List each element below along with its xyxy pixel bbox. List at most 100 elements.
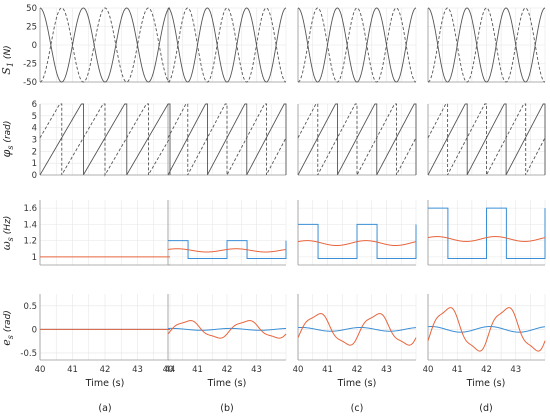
y-tick-label: 6 bbox=[32, 100, 37, 110]
ylabel-es-unit: (rad) bbox=[3, 310, 13, 332]
time-label-c: Time (s) bbox=[337, 378, 377, 389]
column-label-a: (a) bbox=[98, 403, 111, 414]
series-s1-dashed-2 bbox=[297, 7, 417, 83]
x-tick-label: 43 bbox=[510, 365, 521, 375]
x-tick-label: 43 bbox=[132, 365, 143, 375]
svg-text:es(rad): es (rad) bbox=[0, 310, 15, 346]
x-tick-label: 41 bbox=[452, 365, 463, 375]
ylabel-es: es (rad) bbox=[0, 310, 15, 346]
svg-text:φs(rad): φs (rad) bbox=[0, 121, 15, 158]
ylabel-phi-symbol: φ bbox=[0, 149, 13, 157]
series-omega-orange-2 bbox=[297, 240, 417, 246]
column-label-b: (b) bbox=[220, 403, 233, 414]
panel-S1-2 bbox=[297, 7, 417, 83]
panel-omega_s-0: 1.6 1.4 1.2 1 bbox=[23, 200, 171, 266]
panel-S1-1 bbox=[167, 7, 287, 83]
y-tick-label: 2 bbox=[32, 147, 37, 157]
ylabel-omega: ωs (Hz) bbox=[0, 216, 15, 251]
y-tick-label: 0 bbox=[32, 171, 37, 181]
ylabel-omega-unit: (Hz) bbox=[3, 216, 13, 235]
x-tick-label: 40 bbox=[163, 365, 174, 375]
x-tick-label: 41 bbox=[67, 365, 78, 375]
series-omega-orange-1 bbox=[167, 248, 287, 253]
series-s1-solid-0 bbox=[39, 7, 171, 83]
svg-text:ωs(Hz): ωs (Hz) bbox=[0, 216, 15, 251]
panel-e_s-1: 40 41 42 43 bbox=[163, 294, 287, 375]
y-tick-label: 1 bbox=[32, 159, 37, 169]
svg-text:S1(N): S1 (N) bbox=[0, 45, 15, 74]
column-label-d: (d) bbox=[479, 403, 492, 414]
series-s1-dashed-3 bbox=[427, 7, 546, 83]
x-tick-label: 42 bbox=[222, 365, 233, 375]
y-tick-label: 25 bbox=[26, 23, 37, 33]
y-tick-label: 0.5 bbox=[23, 302, 37, 312]
x-tick-label: 41 bbox=[192, 365, 203, 375]
ylabel-phi-unit: (rad) bbox=[3, 121, 13, 143]
ylabel-omega-sub: s bbox=[6, 237, 15, 241]
panel-phi_s-2 bbox=[297, 103, 417, 176]
panel-S1-3 bbox=[427, 7, 546, 83]
y-tick-label: 3 bbox=[32, 136, 37, 146]
x-tick-label: 44 bbox=[165, 365, 176, 375]
x-tick-label: 40 bbox=[423, 365, 434, 375]
series-omega-blue-1 bbox=[168, 240, 287, 259]
y-tick-label: 0 bbox=[32, 325, 37, 335]
y-tick-label: -25 bbox=[23, 60, 37, 70]
series-omega-blue-2 bbox=[298, 223, 417, 259]
panel-phi_s-1 bbox=[167, 103, 287, 176]
y-tick-label: 1.2 bbox=[23, 237, 37, 247]
time-label-d: Time (s) bbox=[466, 378, 506, 389]
series-s1-dashed-1 bbox=[167, 7, 287, 83]
y-tick-label: 0 bbox=[32, 41, 37, 51]
time-label-a: Time (s) bbox=[85, 378, 125, 389]
y-tick-label: 5 bbox=[32, 112, 37, 122]
x-tick-label: 41 bbox=[322, 365, 333, 375]
y-tick-label: 4 bbox=[32, 124, 37, 134]
ylabel-s1-symbol: S bbox=[0, 67, 13, 75]
x-tick-label: 40 bbox=[293, 365, 304, 375]
ylabel-omega-symbol: ω bbox=[0, 241, 13, 250]
x-tick-label: 40 bbox=[35, 365, 46, 375]
series-es-blue-3 bbox=[427, 326, 546, 333]
x-tick-label: 42 bbox=[100, 365, 111, 375]
series-s1-solid-2 bbox=[297, 7, 417, 83]
series-s1-solid-3 bbox=[427, 7, 546, 83]
panel-phi_s-3 bbox=[427, 103, 546, 176]
series-omega-orange-3 bbox=[427, 236, 546, 242]
ylabel-es-symbol: e bbox=[0, 339, 13, 346]
series-phi-dashed-0 bbox=[39, 103, 171, 177]
series-es-orange-2 bbox=[297, 313, 417, 346]
y-tick-label: 1 bbox=[32, 253, 37, 263]
x-tick-label: 43 bbox=[251, 365, 262, 375]
ylabel-phi-sub: s bbox=[6, 146, 15, 150]
y-tick-label: 1.6 bbox=[23, 204, 37, 214]
y-tick-label: -50 bbox=[23, 78, 37, 88]
series-es-blue-1 bbox=[167, 327, 287, 331]
ylabel-s1-sub: 1 bbox=[6, 62, 15, 67]
panel-e_s-2: 40 41 42 43 bbox=[293, 294, 417, 375]
x-tick-label: 42 bbox=[352, 365, 363, 375]
series-phi-solid-0 bbox=[39, 103, 171, 176]
time-label-b: Time (s) bbox=[207, 378, 247, 389]
ylabel-s1-unit: (N) bbox=[3, 45, 13, 59]
series-es-orange-3 bbox=[427, 307, 546, 352]
series-phi-dashed-2 bbox=[297, 103, 417, 176]
ylabel-phi: φs (rad) bbox=[0, 121, 15, 158]
panel-phi_s-0: 6 5 4 32 1 0 bbox=[32, 100, 171, 181]
series-phi-dashed-3 bbox=[427, 103, 546, 176]
series-es-orange-1 bbox=[167, 320, 287, 339]
panel-e_s-3: 40 41 42 43 bbox=[423, 294, 546, 375]
series-es-blue-2 bbox=[297, 326, 417, 332]
series-phi-dashed-1 bbox=[167, 103, 287, 176]
y-tick-label: 1.4 bbox=[23, 220, 37, 230]
series-s1-dashed-0 bbox=[39, 7, 171, 83]
series-omega-blue-3 bbox=[428, 207, 546, 259]
ylabel-es-sub: s bbox=[6, 335, 15, 339]
ylabel-s1: S1 (N) bbox=[0, 45, 15, 74]
y-tick-label: 50 bbox=[26, 4, 37, 14]
x-tick-label: 42 bbox=[481, 365, 492, 375]
panel-e_s-0: 0.5 0 -0.5 40 41 42 43 44 bbox=[20, 294, 175, 375]
y-tick-label: -0.5 bbox=[20, 349, 37, 359]
